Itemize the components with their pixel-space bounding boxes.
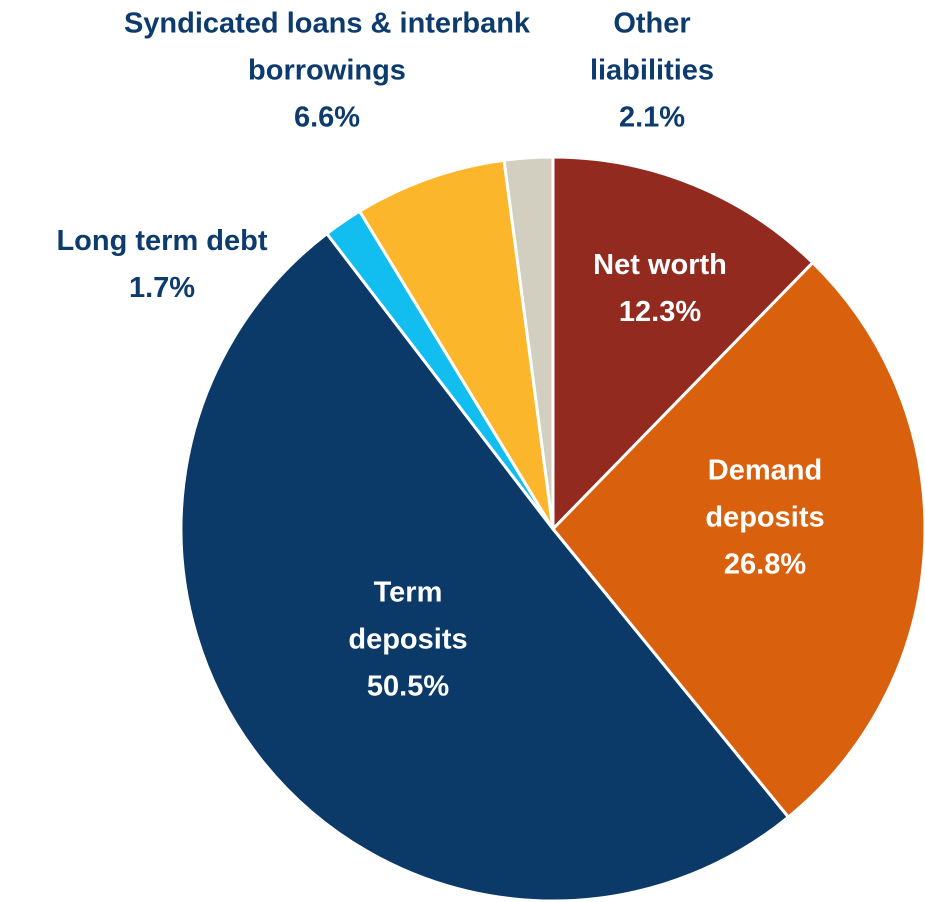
slice-label: Net worth 12.3% xyxy=(550,242,770,336)
pie-slice xyxy=(502,155,555,531)
slice-name: Syndicated loans & interbank borrowings xyxy=(123,7,531,87)
slice-value: 12.3% xyxy=(618,296,702,328)
pie-slice xyxy=(179,232,790,902)
slice-name: Term deposits xyxy=(348,576,468,656)
pie-slice xyxy=(358,158,555,531)
slice-value: 1.7% xyxy=(128,272,196,304)
slice-value: 50.5% xyxy=(366,670,450,703)
slice-value: 6.6% xyxy=(293,101,361,134)
pie-slice xyxy=(551,155,815,531)
slice-label: Other liabilities 2.1% xyxy=(567,1,737,142)
slice-label: Syndicated loans & interbank borrowings 6… xyxy=(117,1,537,142)
slice-value: 2.1% xyxy=(618,101,686,134)
slice-name: Long term debt xyxy=(56,225,268,257)
slice-label: Long term debt 1.7% xyxy=(2,218,322,312)
slice-name: Demand deposits xyxy=(705,454,825,534)
slice-name: Net worth xyxy=(593,249,727,281)
slice-name: Other liabilities xyxy=(589,7,715,87)
slice-label: Demand deposits 26.8% xyxy=(670,448,860,589)
slice-label: Term deposits 50.5% xyxy=(318,570,498,711)
slice-value: 26.8% xyxy=(723,548,807,581)
